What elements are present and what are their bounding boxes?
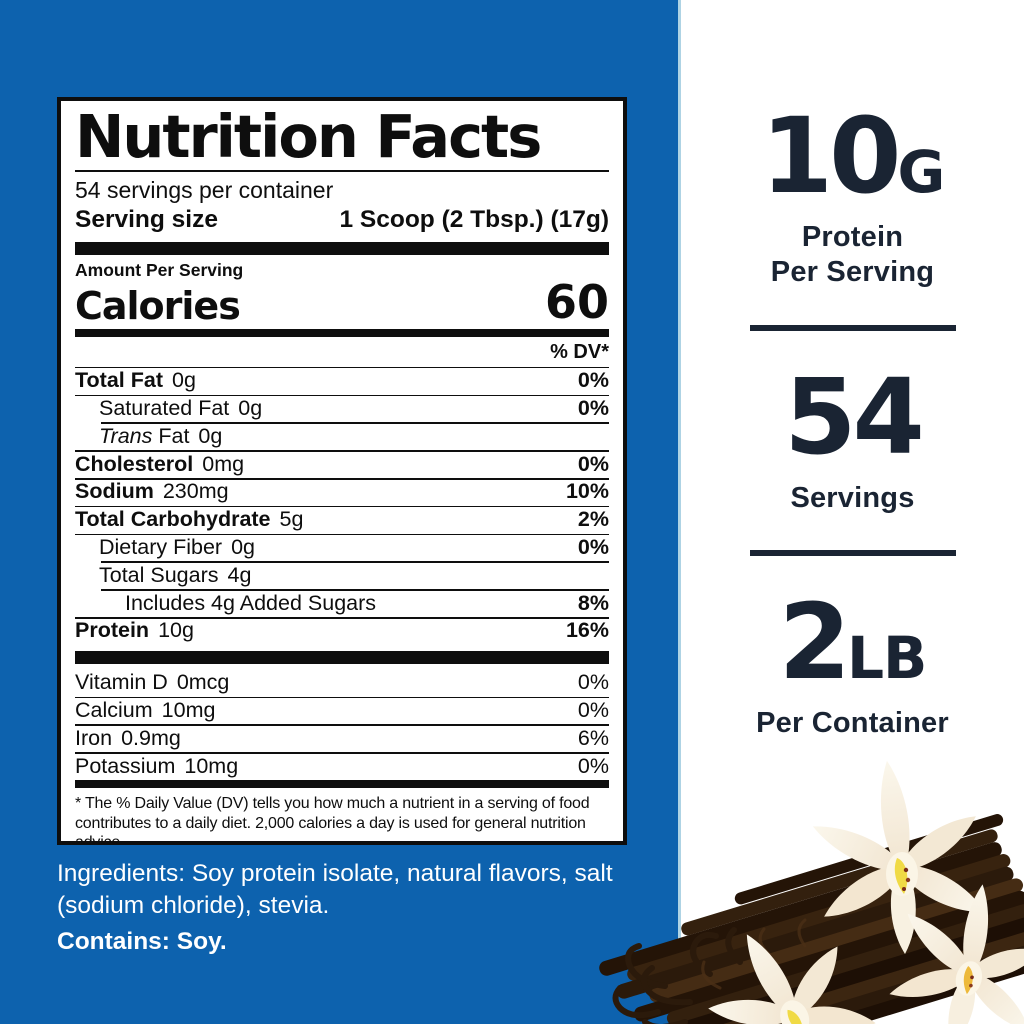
protein-amount: 10G [760, 95, 946, 217]
servings-caption: Servings [790, 481, 915, 514]
thick-separator-bar [75, 242, 609, 256]
nutrient-row: Sodium 230mg 10% [75, 478, 609, 506]
vanilla-orchid-flowers [707, 759, 1024, 1024]
daily-value-percent: 8% [577, 590, 609, 615]
highlight-weight: 2LB Per Container [681, 590, 1024, 741]
medium-separator-bar [75, 328, 609, 337]
weight-unit: LB [846, 624, 927, 693]
nutrient-name: Saturated Fat 0g [99, 396, 263, 421]
daily-value-percent: 0% [577, 698, 609, 723]
nutrient-name: Sodium 230mg [75, 479, 229, 504]
nutrient-name: Iron 0.9mg [75, 725, 181, 750]
serving-size-row: Serving size 1 Scoop (2 Tbsp.) (17g) [75, 205, 609, 236]
nutrient-row: Dietary Fiber 0g 0% [75, 533, 609, 562]
nutrient-name: Includes 4g Added Sugars [125, 590, 377, 615]
highlight-servings: 54 Servings [681, 365, 1024, 516]
highlight-divider [749, 550, 956, 557]
medium-separator-bar [75, 780, 609, 789]
servings-per-container: 54 servings per container [75, 176, 334, 203]
nutrient-row: Cholesterol 0mg 0% [75, 450, 609, 478]
nutrient-row: Vitamin D 0mcg 0% [75, 669, 609, 697]
calories-label: Calories [75, 283, 241, 328]
daily-value-percent: 0% [577, 670, 609, 695]
nutrient-name: Total Carbohydrate 5g [75, 507, 304, 532]
nutrient-row: Saturated Fat 0g 0% [75, 394, 609, 423]
nutrient-name: Protein 10g [75, 618, 194, 643]
weight-caption: Per Container [756, 707, 949, 740]
nutrient-rows: Total Fat 0g 0% Saturated Fat 0g 0% Trans Fat 0… [75, 366, 609, 645]
nutrient-row: Total Sugars 4g [75, 561, 609, 589]
highlight-divider [749, 324, 956, 331]
container-weight: 2LB [778, 581, 928, 704]
nutrient-row: Total Carbohydrate 5g 2% [75, 505, 609, 534]
nutrient-row: Protein 10g 16% [75, 617, 609, 645]
nutrient-row: Potassium 10mg 0% [75, 752, 609, 780]
daily-value-footnote: * The % Daily Value (DV) tells you how m… [75, 795, 590, 845]
nutrient-name: Calcium 10mg [75, 698, 216, 723]
protein-unit: G [897, 138, 945, 206]
label-title: Nutrition Facts [75, 102, 542, 171]
servings-count: 54 [784, 355, 925, 478]
amount-per-serving: Amount Per Serving [75, 260, 244, 281]
nutrient-row: Total Fat 0g 0% [75, 366, 609, 395]
daily-value-percent: 2% [577, 507, 609, 532]
nutrient-row: Includes 4g Added Sugars 8% [75, 589, 609, 617]
vanilla-beans-flowers-image [599, 759, 1024, 1024]
nutrient-name: Cholesterol 0mg [75, 451, 245, 476]
nutrition-facts-label: Nutrition Facts 54 servings per containe… [57, 97, 627, 845]
nutrient-row: Trans Fat 0g [75, 422, 609, 450]
nutrient-name: Dietary Fiber 0g [99, 535, 255, 560]
daily-value-percent: 0% [577, 396, 609, 421]
panel-divider-line [678, 0, 681, 1024]
thick-separator-bar [75, 650, 609, 664]
nutrient-name: Total Sugars 4g [99, 562, 252, 587]
calories-value: 60 [544, 275, 609, 330]
daily-value-percent: 0% [577, 535, 609, 560]
nutrient-row: Iron 0.9mg 6% [75, 724, 609, 752]
protein-caption: Protein Per Serving [770, 221, 935, 289]
nutrient-name: Trans Fat 0g [99, 423, 223, 448]
divider [75, 170, 609, 172]
nutrient-name: Vitamin D 0mcg [75, 670, 230, 695]
ingredients-text: Ingredients: Soy protein isolate, natura… [57, 860, 613, 920]
serving-size-value: 1 Scoop (2 Tbsp.) (17g) [339, 206, 609, 234]
nutrient-name: Potassium 10mg [75, 753, 239, 778]
daily-value-percent: 0% [577, 753, 609, 778]
daily-value-percent: 0% [577, 368, 609, 393]
daily-value-percent: 16% [565, 618, 609, 643]
highlight-protein: 10G Protein Per Serving [681, 0, 1024, 291]
daily-value-percent: 10% [565, 479, 609, 504]
allergen-contains-text: Contains: Soy. [57, 928, 227, 955]
daily-value-header: % DV* [550, 340, 609, 363]
vitamin-rows: Vitamin D 0mcg 0% Calcium 10mg 0% Iron 0.9mg 6% P… [75, 669, 609, 780]
nutrient-name: Total Fat 0g [75, 368, 196, 393]
nutrient-row: Calcium 10mg 0% [75, 696, 609, 725]
calories-row: Calories 60 [75, 275, 609, 330]
daily-value-percent: 0% [577, 451, 609, 476]
daily-value-percent: 6% [577, 725, 609, 750]
serving-size-label: Serving size [75, 206, 218, 234]
